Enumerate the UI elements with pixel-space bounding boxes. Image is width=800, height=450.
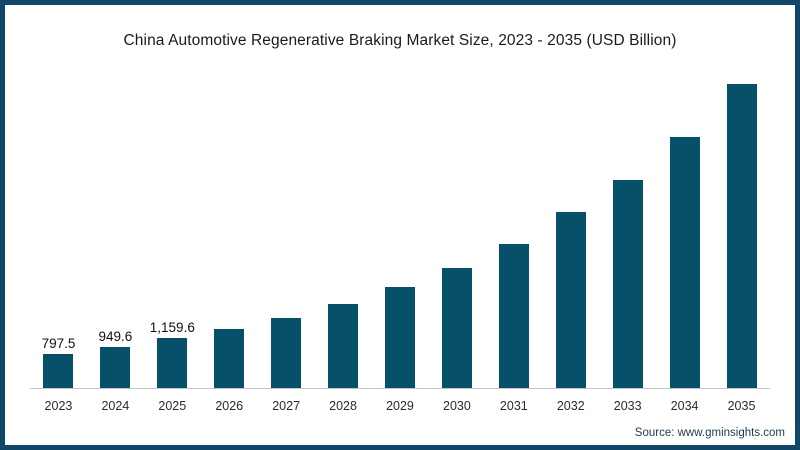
bar-2035: [726, 84, 757, 388]
bar-2026: [214, 329, 245, 388]
bar-column-2025: 1,159.6: [144, 320, 201, 388]
x-axis-tick-2034: 2034: [670, 399, 699, 413]
x-axis-line: [30, 388, 770, 389]
x-axis-tick-2032: 2032: [556, 399, 585, 413]
x-axis-tick-row: 2023 2024 2025 2026 2027 2028 2029 2030 2031 2032…: [30, 399, 770, 413]
x-axis-tick-2023: 2023: [44, 399, 73, 413]
bar-2031: [498, 244, 529, 388]
bar-2024: [100, 347, 131, 388]
bar-column-2034: [656, 137, 713, 388]
bar-column-2027: [258, 317, 315, 388]
bars-row: 797.5 949.6 1,159.6: [30, 56, 770, 388]
bar-2034: [669, 137, 700, 388]
x-axis-tick-2030: 2030: [443, 399, 471, 413]
bar-2030: [441, 268, 472, 388]
bar-2027: [271, 317, 302, 388]
x-axis-tick-2035: 2035: [727, 399, 756, 413]
bar-value-label-2024: 949.6: [98, 329, 133, 345]
bar-column-2032: [542, 212, 599, 388]
x-axis-tick-2026: 2026: [215, 399, 244, 413]
bar-column-2030: [428, 268, 485, 388]
x-axis-tick-2028: 2028: [329, 399, 357, 413]
bar-column-2031: [485, 244, 542, 388]
x-axis-tick-2027: 2027: [272, 399, 301, 413]
x-axis-tick-2025: 2025: [158, 399, 187, 413]
bar-column-2029: [372, 286, 429, 388]
bar-2025: [157, 338, 188, 388]
bar-2028: [328, 303, 359, 388]
bar-2029: [384, 286, 415, 388]
bar-column-2026: [201, 329, 258, 388]
bar-2023: [43, 353, 74, 388]
bar-column-2024: 949.6: [87, 329, 144, 388]
chart-title: China Automotive Regenerative Braking Ma…: [123, 32, 677, 49]
bar-value-label-2025: 1,159.6: [149, 320, 195, 336]
bar-2033: [612, 179, 643, 388]
bar-value-label-2023: 797.5: [41, 335, 76, 351]
bar-column-2023: 797.5: [30, 336, 87, 388]
plot-area: 797.5 949.6 1,159.6 2023 2024 2025 2026 2027 20…: [5, 56, 795, 413]
x-axis-tick-2029: 2029: [386, 399, 414, 413]
x-axis-tick-2024: 2024: [101, 399, 130, 413]
bar-column-2028: [315, 303, 372, 388]
x-axis-tick-2033: 2033: [613, 399, 642, 413]
source-attribution: Source: www.gminsights.com: [634, 427, 785, 439]
bar-2032: [555, 212, 586, 388]
x-axis-tick-2031: 2031: [499, 399, 528, 413]
bar-column-2035: [713, 84, 770, 388]
bar-column-2033: [599, 179, 656, 388]
